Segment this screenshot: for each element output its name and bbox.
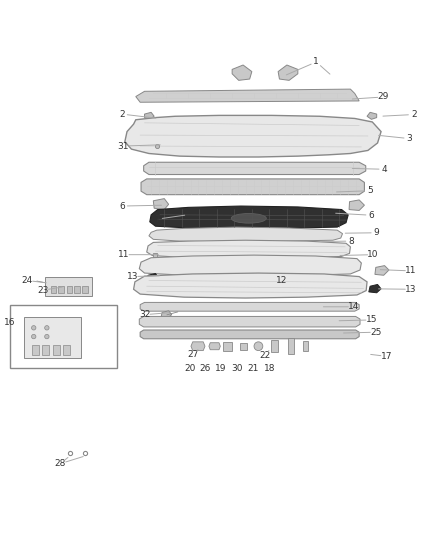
Text: 24: 24 [21, 276, 33, 285]
Bar [58, 286, 64, 293]
Bar [32, 345, 39, 355]
Text: 12: 12 [276, 276, 287, 285]
Circle shape [32, 334, 36, 339]
Text: 11: 11 [405, 266, 417, 276]
Text: 22: 22 [259, 351, 271, 360]
Text: 19: 19 [215, 364, 227, 373]
Polygon shape [150, 206, 348, 229]
Polygon shape [191, 342, 205, 351]
Text: 25: 25 [370, 328, 381, 337]
Polygon shape [278, 65, 298, 80]
Polygon shape [140, 330, 359, 339]
Bar [74, 286, 80, 293]
Text: 15: 15 [366, 316, 377, 325]
Text: 16: 16 [4, 318, 15, 327]
Text: 32: 32 [139, 310, 150, 319]
Polygon shape [134, 273, 367, 298]
Polygon shape [147, 240, 350, 259]
Polygon shape [139, 255, 361, 276]
Bar [45, 278, 92, 296]
Bar [24, 317, 81, 359]
Polygon shape [161, 311, 172, 318]
Polygon shape [144, 162, 366, 174]
Polygon shape [140, 302, 359, 311]
Text: 6: 6 [119, 201, 125, 211]
Text: 29: 29 [378, 93, 389, 101]
Polygon shape [349, 200, 364, 211]
Bar [67, 286, 72, 293]
Text: 13: 13 [405, 285, 417, 294]
Text: 10: 10 [367, 250, 379, 259]
Text: 31: 31 [118, 142, 129, 150]
Bar [240, 343, 247, 350]
Polygon shape [145, 112, 154, 119]
Bar [271, 340, 278, 352]
Text: 14: 14 [348, 302, 360, 311]
Text: 5: 5 [367, 186, 373, 195]
Text: 8: 8 [348, 237, 354, 246]
Circle shape [45, 334, 49, 339]
Polygon shape [153, 199, 169, 209]
Text: 3: 3 [406, 134, 413, 143]
Bar [10, 304, 117, 368]
Text: 9: 9 [374, 228, 380, 237]
Circle shape [32, 326, 36, 330]
Text: 17: 17 [381, 352, 392, 361]
Polygon shape [232, 65, 252, 80]
Polygon shape [375, 265, 389, 275]
Text: 26: 26 [199, 364, 211, 373]
Polygon shape [149, 227, 343, 242]
Polygon shape [369, 285, 381, 293]
Text: 21: 21 [247, 364, 259, 373]
Polygon shape [139, 317, 360, 327]
Polygon shape [147, 273, 159, 282]
Polygon shape [136, 89, 359, 102]
Polygon shape [367, 112, 377, 119]
Text: 13: 13 [127, 272, 138, 281]
Text: 20: 20 [185, 364, 196, 373]
Text: 28: 28 [55, 459, 66, 468]
Text: 27: 27 [187, 351, 198, 359]
Text: 11: 11 [118, 250, 129, 259]
Polygon shape [141, 179, 364, 195]
Text: 2: 2 [411, 110, 417, 119]
Circle shape [45, 326, 49, 330]
Text: 4: 4 [382, 165, 387, 174]
Circle shape [254, 342, 263, 351]
Text: 1: 1 [313, 58, 319, 67]
Bar [303, 341, 308, 351]
Text: 7: 7 [154, 215, 160, 224]
Bar [53, 345, 60, 355]
Bar [42, 345, 49, 355]
Bar [63, 345, 70, 355]
Text: 23: 23 [37, 286, 49, 295]
Text: 30: 30 [232, 364, 243, 373]
Text: 18: 18 [264, 364, 275, 373]
Polygon shape [125, 115, 381, 157]
Bar [223, 342, 232, 351]
Bar [82, 286, 88, 293]
Text: 6: 6 [368, 211, 374, 220]
Polygon shape [209, 343, 220, 350]
Ellipse shape [231, 214, 266, 223]
Bar [51, 286, 56, 293]
Text: 2: 2 [119, 110, 124, 118]
Bar [288, 338, 294, 354]
